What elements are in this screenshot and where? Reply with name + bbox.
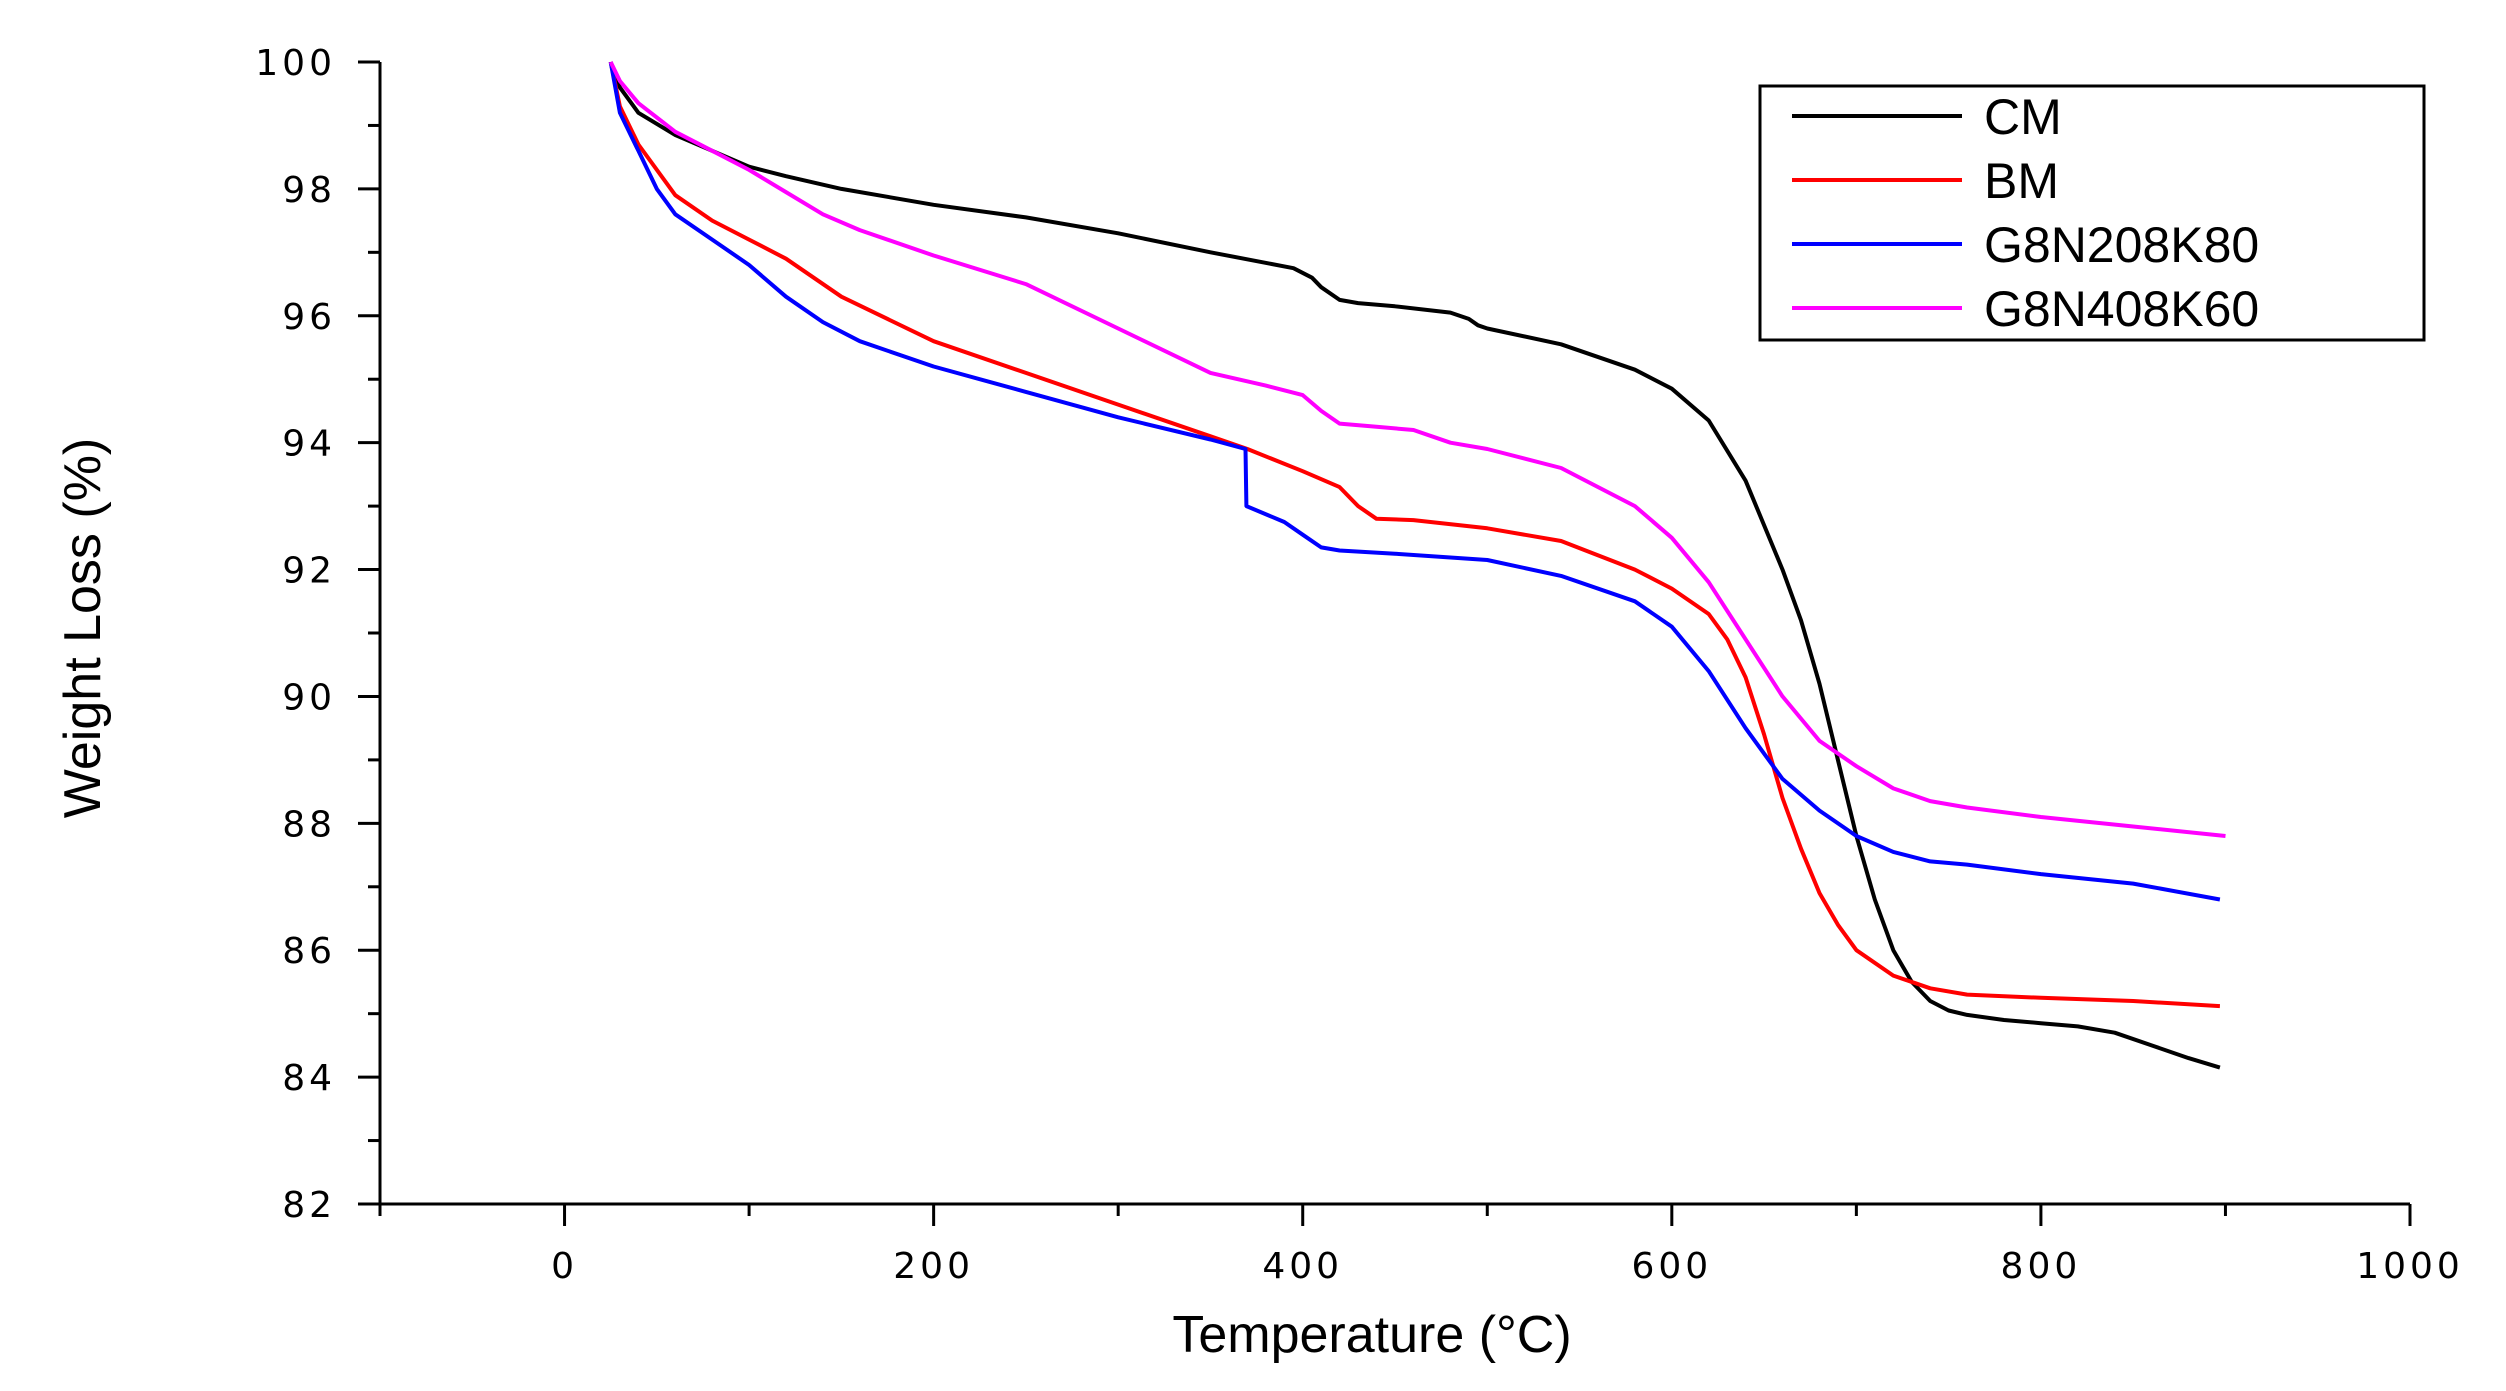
legend-label-g8n208k80: G8N208K80 [1984,217,2259,273]
y-tick-label: 98 [282,170,336,211]
series-line-bm [608,61,2221,1009]
y-tick-label: 94 [282,424,336,465]
x-tick-label: 400 [1262,1246,1343,1287]
legend-label-cm: CM [1984,89,2062,145]
y-tick-label: 92 [282,551,336,592]
y-tick-label: 86 [282,931,336,972]
y-tick-label: 100 [255,43,336,84]
legend: CM BM G8N208K80 G8N408K60 [1758,84,2426,342]
y-tick-label: 90 [282,677,336,718]
y-tick-label: 84 [282,1058,336,1099]
x-tick-label: 200 [893,1246,974,1287]
legend-label-bm: BM [1984,153,2059,209]
series-line-cm [608,61,2221,1070]
legend-label-g8n408k60: G8N408K60 [1984,281,2259,337]
x-tick-label: 0 [551,1246,578,1287]
x-axis-title: Temperature (°C) [1172,1306,1571,1364]
series-line-g8n408k60 [608,61,2226,838]
y-tick-label: 96 [282,297,336,338]
x-tick-label: 600 [1631,1246,1712,1287]
series-lines [608,61,2226,1070]
y-axis: 82 84 86 88 90 92 94 96 98 100 [255,43,380,1226]
x-tick-label: 800 [2001,1246,2082,1287]
x-axis: 0 200 400 600 800 1000 [378,1204,2464,1287]
y-tick-label: 82 [282,1185,336,1226]
y-tick-label: 88 [282,804,336,845]
y-axis-title: Weight Loss (%) [54,438,112,819]
legend-box [1758,84,2426,342]
x-tick-label: 1000 [2356,1246,2464,1287]
series-line-g8n208k80 [608,61,2221,902]
